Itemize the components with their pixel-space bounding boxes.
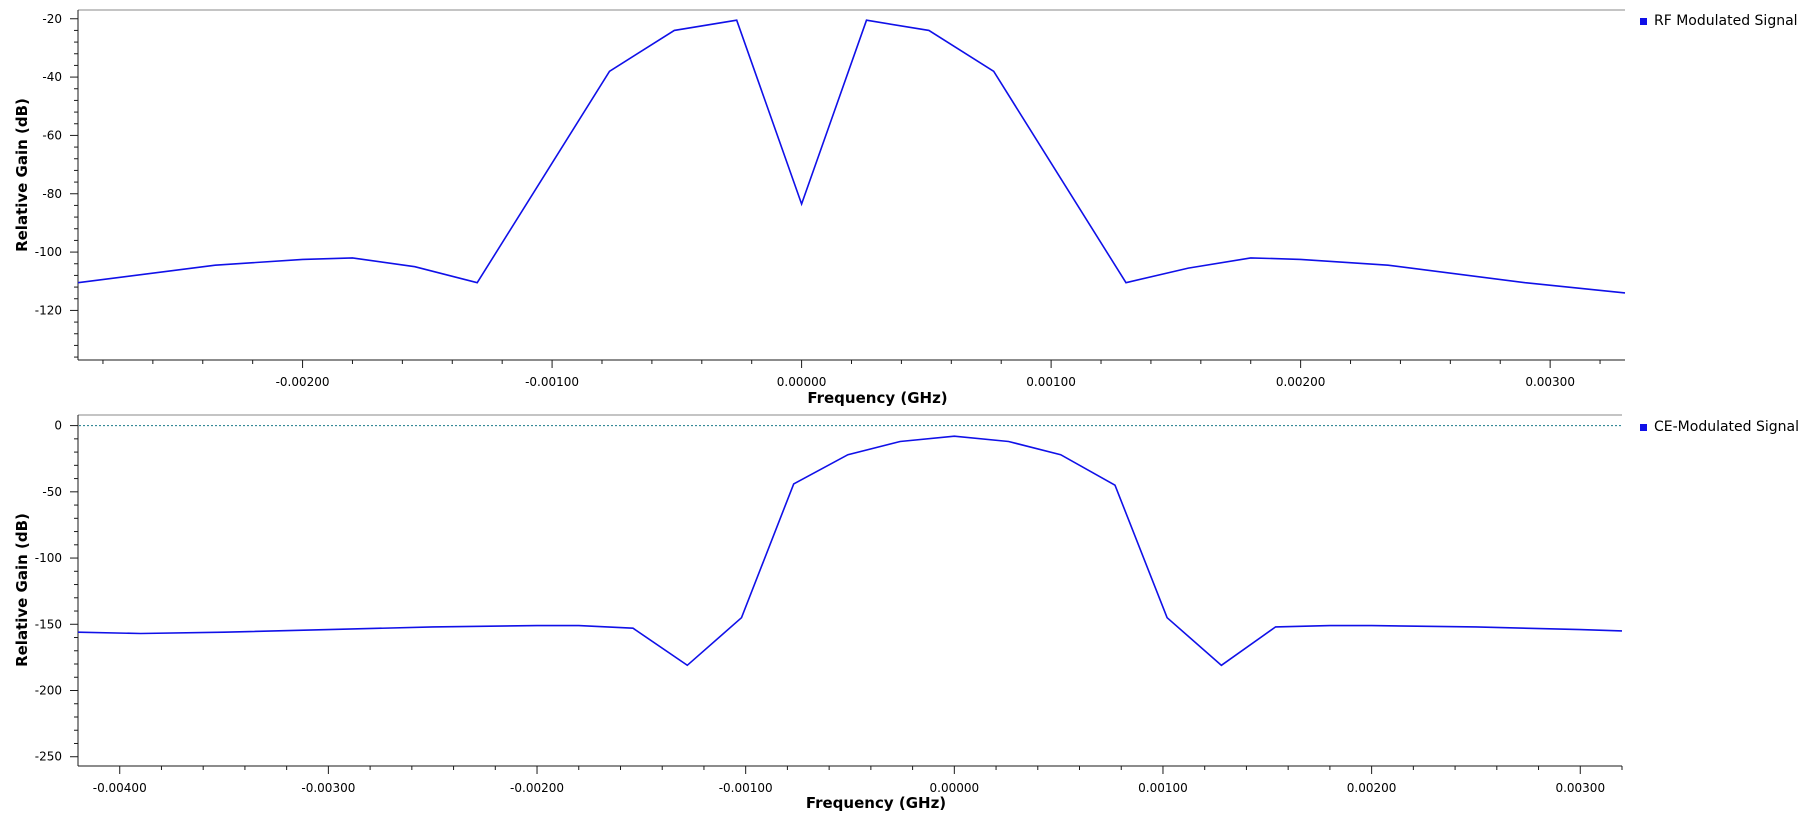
- legend-swatch: [1640, 18, 1647, 25]
- plot-1: -20 -40 -60 -80 -100 -120 -0.00200 -0.00100 0.00…: [13, 9, 1798, 407]
- x-tick-label: -0.00100: [719, 781, 773, 795]
- x-tick-label: 0.00000: [930, 781, 980, 795]
- y-tick-label: -200: [35, 684, 62, 698]
- plot-2: 0 -50 -100 -150 -200 -250 -0.00400 -0.00300 -0.0…: [13, 414, 1799, 812]
- series-line: [77, 435, 1623, 667]
- legend-swatch: [1640, 424, 1647, 431]
- legend-label: RF Modulated Signal: [1654, 13, 1798, 29]
- y-tick-label: -100: [35, 245, 62, 259]
- x-tick-label: 0.00200: [1347, 781, 1397, 795]
- legend: CE-Modulated Signal: [1640, 419, 1799, 435]
- x-axis-title: Frequency (GHz): [807, 389, 947, 407]
- legend-label: CE-Modulated Signal: [1654, 419, 1799, 435]
- y-tick-label: -100: [35, 551, 62, 565]
- x-tick-label: 0.00200: [1276, 375, 1326, 389]
- x-tick-label: 0.00000: [777, 375, 827, 389]
- x-tick-label: 0.00100: [1138, 781, 1188, 795]
- y-tick-label: -50: [42, 485, 62, 499]
- x-tick-label: 0.00300: [1525, 375, 1575, 389]
- y-tick-label: -80: [42, 187, 62, 201]
- x-tick-label: -0.00400: [93, 781, 147, 795]
- x-tick-label: -0.00200: [510, 781, 564, 795]
- y-axis-title: Relative Gain (dB): [13, 98, 31, 252]
- y-tick-label: -60: [42, 128, 62, 142]
- x-tick-label: -0.00100: [525, 375, 579, 389]
- y-tick-label: -20: [42, 12, 62, 26]
- y-tick-label: -150: [35, 617, 62, 631]
- y-tick-label: 0: [54, 419, 62, 433]
- x-tick-label: 0.00300: [1555, 781, 1605, 795]
- y-axis-title: Relative Gain (dB): [13, 513, 31, 667]
- x-axis-title: Frequency (GHz): [806, 794, 946, 812]
- y-tick-label: -40: [42, 70, 62, 84]
- series-line: [77, 19, 1626, 294]
- y-tick-label: -120: [35, 303, 62, 317]
- x-tick-label: -0.00200: [276, 375, 330, 389]
- x-tick-label: 0.00100: [1026, 375, 1076, 389]
- y-tick-label: -250: [35, 750, 62, 764]
- x-tick-label: -0.00300: [301, 781, 355, 795]
- legend: RF Modulated Signal: [1640, 13, 1798, 29]
